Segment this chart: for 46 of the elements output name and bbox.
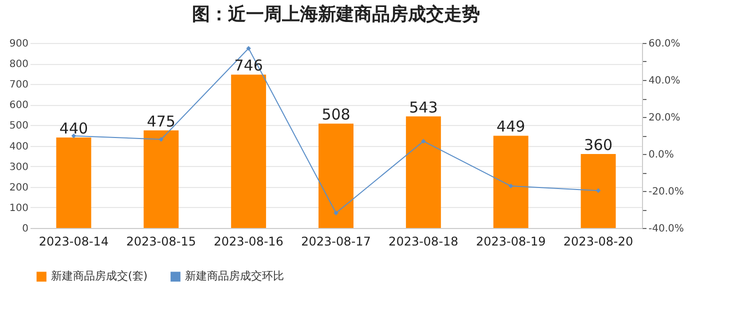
y2-tick-label: 60.0% (648, 38, 680, 50)
legend-label: 新建商品房成交环比 (185, 270, 284, 283)
bar (580, 154, 616, 228)
bar (231, 74, 266, 228)
legend-label: 新建商品房成交(套) (51, 270, 148, 283)
point (334, 210, 338, 216)
y-tick-label: 700 (9, 80, 28, 91)
x-tick-label: 2023-08-14 (38, 234, 109, 248)
y-tick-label: 500 (9, 120, 28, 132)
data-label: 475 (146, 112, 176, 130)
x-tick-label: 2023-08-15 (126, 234, 196, 248)
data-label: 440 (59, 120, 88, 138)
bar (144, 130, 179, 228)
y-tick-label: 400 (9, 141, 28, 152)
y-tick-label: 100 (9, 202, 28, 214)
point (158, 137, 164, 142)
bar (56, 138, 92, 228)
y-tick-label: 300 (9, 162, 28, 173)
y-tick-label: 900 (9, 38, 28, 50)
y-tick-label: 600 (9, 100, 28, 112)
y2-tick-label: 20.0% (648, 112, 680, 124)
y-tick-label: 800 (9, 59, 28, 70)
bar (318, 124, 354, 228)
point (421, 138, 426, 144)
data-label: 449 (496, 118, 526, 136)
y2-tick-label: -40.0% (648, 224, 684, 234)
y-tick-label: 0 (22, 224, 28, 234)
x-tick-label: 2023-08-20 (563, 234, 634, 248)
data-label: 360 (584, 136, 613, 154)
data-label: 543 (409, 98, 438, 116)
y-tick-label: 200 (9, 182, 28, 194)
bar (406, 116, 441, 228)
point (246, 46, 251, 51)
x-tick-label: 2023-08-16 (214, 234, 284, 248)
data-label: 508 (322, 106, 350, 124)
point (71, 134, 76, 138)
y2-tick-label: 0.0% (648, 150, 674, 160)
point (508, 184, 514, 188)
x-tick-label: 2023-08-17 (301, 234, 371, 248)
y2-tick-label: 40.0% (648, 76, 680, 86)
x-tick-label: 2023-08-18 (388, 234, 458, 248)
bar (493, 136, 528, 228)
point (596, 188, 601, 193)
chart-title: 图：近一周上海新建商品房成交走势 (192, 4, 480, 25)
x-tick-label: 2023-08-19 (476, 234, 546, 248)
y2-tick-label: -20.0% (648, 186, 684, 198)
